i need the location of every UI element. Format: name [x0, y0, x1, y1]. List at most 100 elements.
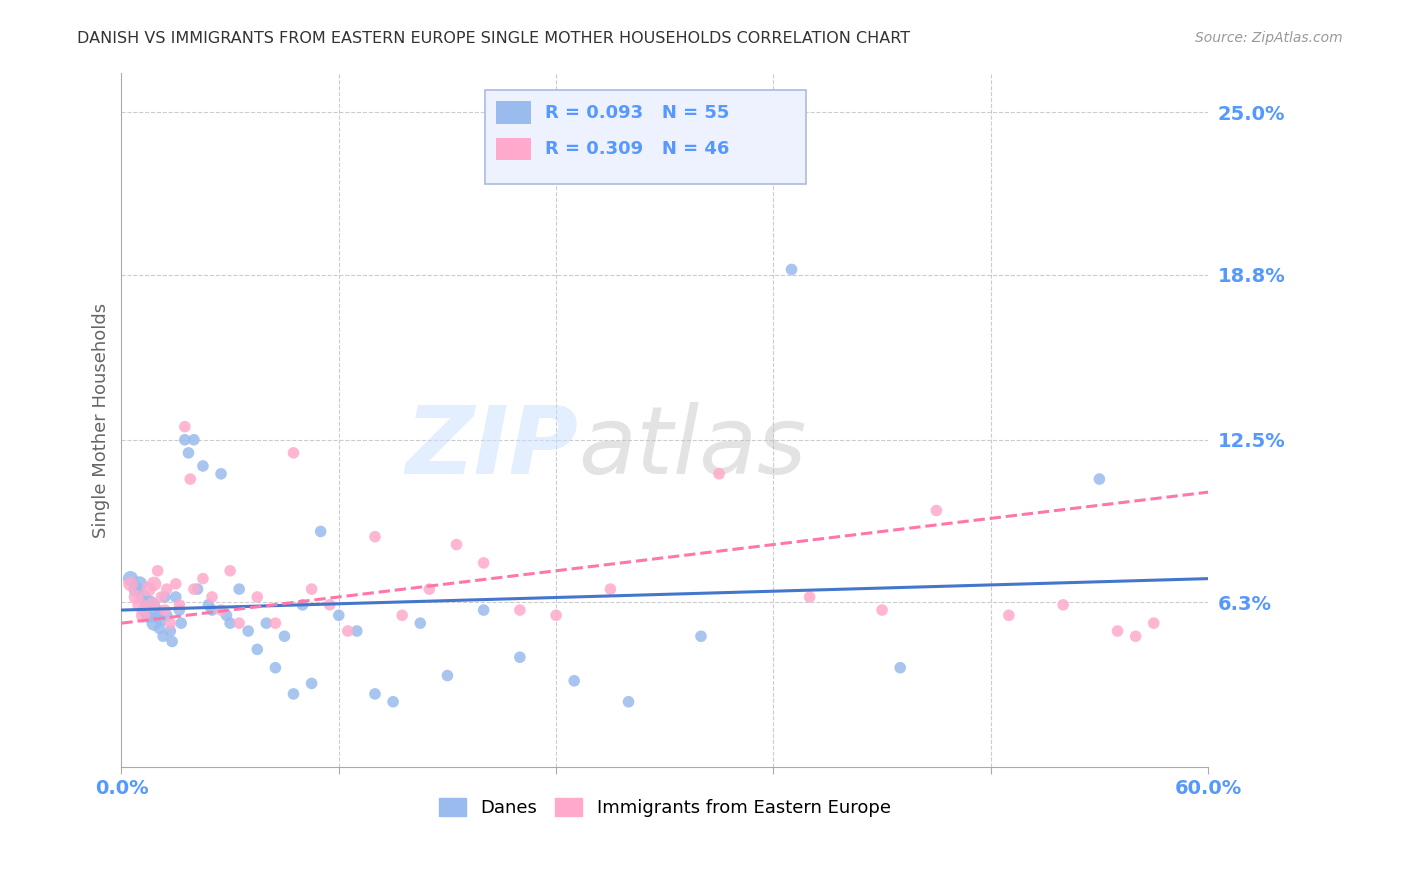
Point — [201, 590, 224, 604]
Point — [197, 598, 219, 612]
Point — [165, 590, 187, 604]
Point — [1107, 624, 1129, 638]
Point — [170, 616, 193, 631]
Point — [141, 598, 163, 612]
Point — [998, 608, 1021, 623]
Point — [186, 582, 208, 596]
Point — [173, 419, 195, 434]
Point — [145, 608, 167, 623]
Point — [156, 582, 179, 596]
Point — [183, 433, 205, 447]
Point — [346, 624, 368, 638]
Point — [209, 467, 232, 481]
Point — [301, 676, 323, 690]
Point — [160, 634, 183, 648]
Point — [301, 582, 323, 596]
Legend: Danes, Immigrants from Eastern Europe: Danes, Immigrants from Eastern Europe — [432, 790, 898, 824]
Text: ZIP: ZIP — [405, 402, 578, 494]
Point — [654, 170, 676, 185]
Point — [546, 608, 568, 623]
Point — [925, 503, 948, 517]
Point — [254, 616, 277, 631]
Point — [283, 446, 305, 460]
Point — [134, 603, 156, 617]
Point — [201, 603, 224, 617]
Point — [617, 695, 640, 709]
Point — [179, 472, 201, 486]
Point — [153, 603, 176, 617]
Point — [364, 530, 387, 544]
Point — [1143, 616, 1166, 631]
Point — [125, 582, 148, 596]
Point — [799, 590, 821, 604]
Point — [150, 590, 173, 604]
Point — [125, 590, 148, 604]
FancyBboxPatch shape — [496, 137, 531, 160]
Point — [143, 577, 166, 591]
Point — [215, 608, 238, 623]
Point — [183, 582, 205, 596]
Point — [159, 624, 181, 638]
Point — [780, 262, 803, 277]
Text: Source: ZipAtlas.com: Source: ZipAtlas.com — [1195, 31, 1343, 45]
Text: atlas: atlas — [578, 402, 806, 493]
Point — [209, 603, 232, 617]
Point — [169, 603, 191, 617]
Point — [228, 616, 250, 631]
Point — [472, 603, 495, 617]
Point — [138, 595, 160, 609]
Point — [382, 695, 405, 709]
Point — [173, 433, 195, 447]
Point — [169, 598, 191, 612]
Point — [264, 616, 287, 631]
Point — [309, 524, 332, 539]
Point — [228, 582, 250, 596]
Point — [191, 458, 214, 473]
Point — [1052, 598, 1074, 612]
Point — [1125, 629, 1147, 643]
FancyBboxPatch shape — [496, 102, 531, 124]
Point — [132, 608, 155, 623]
Point — [509, 603, 531, 617]
Point — [246, 590, 269, 604]
Text: R = 0.309   N = 46: R = 0.309 N = 46 — [546, 140, 730, 158]
Point — [238, 624, 260, 638]
Point — [283, 687, 305, 701]
Point — [264, 661, 287, 675]
Point — [146, 603, 169, 617]
Point — [707, 467, 730, 481]
Point — [120, 577, 142, 591]
Text: R = 0.093   N = 55: R = 0.093 N = 55 — [546, 103, 730, 121]
Point — [159, 616, 181, 631]
Point — [177, 446, 200, 460]
FancyBboxPatch shape — [485, 90, 806, 184]
Point — [128, 577, 150, 591]
Point — [409, 616, 432, 631]
Point — [132, 590, 155, 604]
Point — [291, 598, 314, 612]
Point — [152, 629, 174, 643]
Point — [870, 603, 893, 617]
Point — [1088, 472, 1111, 486]
Point — [599, 582, 621, 596]
Point — [219, 564, 242, 578]
Point — [889, 661, 911, 675]
Point — [191, 572, 214, 586]
Point — [418, 582, 440, 596]
Point — [165, 577, 187, 591]
Point — [138, 608, 160, 623]
Point — [364, 687, 387, 701]
Point — [128, 598, 150, 612]
Point — [143, 616, 166, 631]
Point — [156, 608, 179, 623]
Point — [472, 556, 495, 570]
Point — [690, 629, 713, 643]
Point — [509, 650, 531, 665]
Point — [150, 614, 173, 628]
Point — [336, 624, 359, 638]
Text: DANISH VS IMMIGRANTS FROM EASTERN EUROPE SINGLE MOTHER HOUSEHOLDS CORRELATION CH: DANISH VS IMMIGRANTS FROM EASTERN EUROPE… — [77, 31, 911, 46]
Point — [146, 564, 169, 578]
Point — [141, 598, 163, 612]
Point — [246, 642, 269, 657]
Point — [138, 582, 160, 596]
